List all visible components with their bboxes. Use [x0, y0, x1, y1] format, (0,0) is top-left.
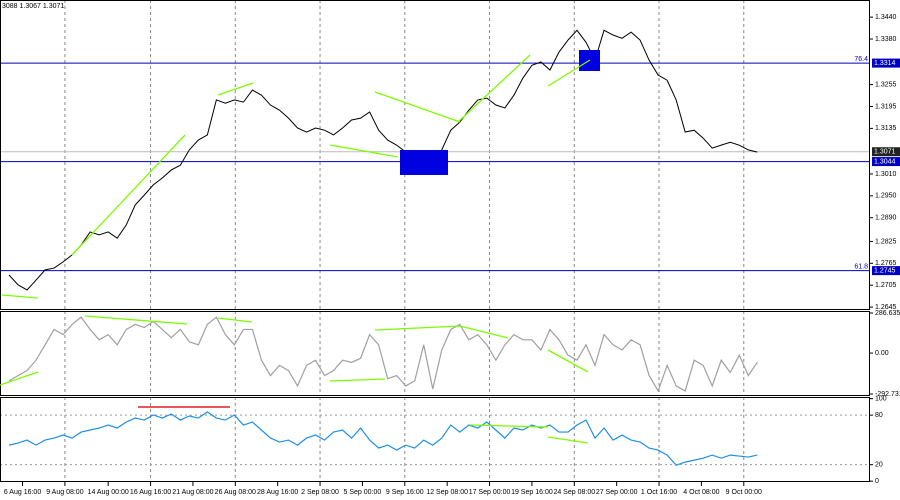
x-tick-label: 2 Sep 08:00 [301, 489, 339, 496]
series-line [8, 411, 758, 466]
panel-frame [0, 311, 870, 396]
y-tick-label: 1.2765 [875, 260, 897, 267]
x-tick-label: 9 Oct 00:00 [726, 489, 762, 496]
x-tick-label: 16 Aug 16:00 [130, 489, 171, 496]
header: 3088 1.3067 1.3071 [2, 3, 64, 10]
zone-box [400, 150, 448, 175]
series-line [8, 29, 758, 291]
x-tick-label: 9 Sep 16:00 [386, 489, 424, 496]
x-tick-label: 19 Sep 16:00 [511, 489, 553, 496]
y-tick-label: 1.3255 [875, 81, 897, 88]
x-tick-label: 9 Aug 08:00 [46, 489, 83, 496]
x-tick-label: 1 Oct 16:00 [641, 489, 677, 496]
annotations [0, 50, 600, 444]
y-tick-label: 1.3135 [875, 125, 897, 132]
x-tick-label: 12 Sep 08:00 [426, 489, 468, 496]
panel-frame [0, 397, 870, 482]
level-tag [872, 266, 900, 276]
y-tick-label: 1.2890 [875, 215, 897, 222]
y-tick-label: 1.3440 [875, 14, 897, 21]
panel-frame [0, 0, 870, 310]
x-tick-label: 5 Sep 00:00 [344, 489, 382, 496]
level-label: 61.8 [854, 263, 868, 270]
x-tick-label: 28 Aug 16:00 [257, 489, 298, 496]
y-tick-label: 100 [875, 395, 887, 402]
level-tag [872, 58, 900, 68]
y-tick-label: 1.2645 [875, 304, 897, 311]
y-tick-label: 1.2950 [875, 193, 897, 200]
x-tick-label: 14 Aug 00:00 [88, 489, 129, 496]
y-tick-label: 1.2825 [875, 238, 897, 245]
level-label: 76.4 [854, 56, 868, 63]
series-line [8, 316, 758, 393]
y-tick-label: 0.00 [875, 350, 889, 357]
last-price-tag [872, 147, 900, 157]
y-tick-label: 80 [875, 412, 883, 419]
y-tick-label: 20 [875, 462, 883, 469]
x-tick-label: 24 Sep 08:00 [553, 489, 595, 496]
x-tick-label: 26 Aug 08:00 [215, 489, 256, 496]
y-tick-label: 286.6354 [875, 310, 900, 317]
level-value: 1.2745 [874, 267, 896, 274]
level-value: 1.3044 [874, 158, 896, 165]
level-value: 1.3314 [874, 60, 896, 67]
x-tick-label: 4 Oct 08:00 [683, 489, 719, 496]
x-tick-label: 21 Aug 08:00 [172, 489, 213, 496]
divergence-lines [0, 54, 591, 444]
level-tag [872, 157, 900, 167]
x-tick-label: 17 Sep 00:00 [469, 489, 511, 496]
x-tick-label: 6 Aug 16:00 [4, 489, 41, 496]
y-tick-label: 1.3010 [875, 171, 897, 178]
y-tick-label: 1.3195 [875, 103, 897, 110]
y-tick-label: 0 [875, 478, 879, 485]
x-tick-label: 27 Sep 00:00 [596, 489, 638, 496]
last-price: 1.3071 [874, 149, 896, 156]
y-tick-label: 1.2705 [875, 282, 897, 289]
y-tick-label: 1.3380 [875, 36, 897, 43]
